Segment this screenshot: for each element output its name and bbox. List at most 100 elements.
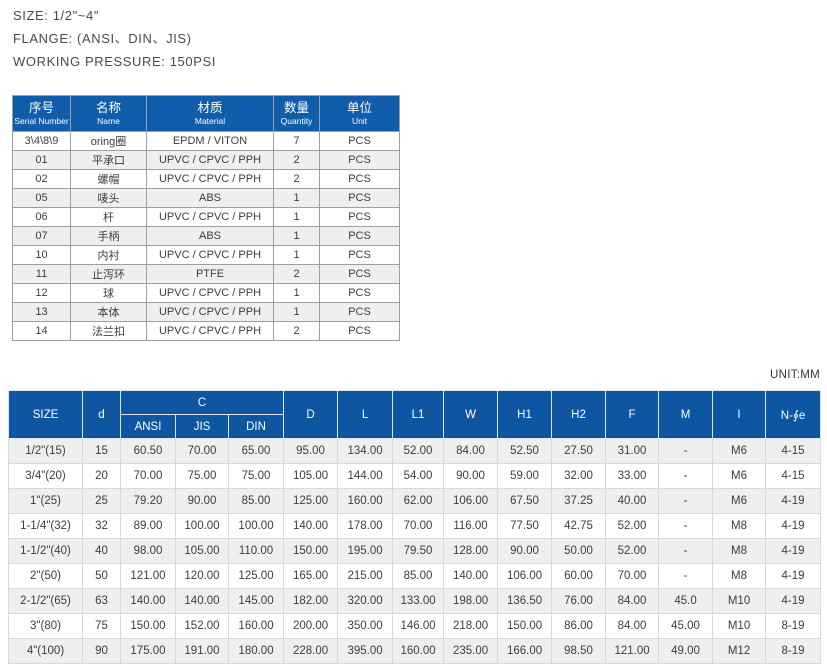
table-cell: 1/2"(15) (8, 438, 83, 464)
table-cell: 84.00 (443, 438, 499, 464)
table-cell: 79.20 (120, 488, 176, 514)
table-cell: 98.00 (120, 538, 176, 564)
table-cell: 215.00 (337, 563, 394, 589)
table-cell: 150.00 (497, 613, 553, 639)
table-cell: 25 (82, 488, 121, 514)
spec-size: SIZE: 1/2"~4" (13, 8, 100, 23)
table-cell: 12 (12, 283, 71, 303)
table-row: 05 唛头 ABS 1 PCS (12, 188, 400, 208)
table-row: 4"(100) 90 175.00 191.00 180.00 228.00 395.00 1… (8, 638, 822, 664)
table-cell: M6 (712, 488, 767, 514)
table-cell: 79.50 (392, 538, 445, 564)
table-cell: 75.00 (227, 463, 285, 489)
table-cell: 98.50 (551, 638, 607, 664)
table-cell: 62.00 (392, 488, 445, 514)
table-cell: 110.00 (227, 538, 285, 564)
table-cell: 218.00 (443, 613, 499, 639)
table-cell: PCS (319, 302, 400, 322)
table-row: 06 杆 UPVC / CPVC / PPH 1 PCS (12, 207, 400, 227)
table-cell: PCS (319, 283, 400, 303)
table-cell: 手柄 (70, 226, 147, 246)
table-cell: EPDM / VITON (146, 131, 274, 151)
table-cell: 90.00 (497, 538, 553, 564)
dim-header-I: I (712, 390, 767, 439)
table-cell: 3"(80) (8, 613, 83, 639)
table-cell: 125.00 (227, 563, 285, 589)
table-cell: 4-15 (765, 438, 822, 464)
table-cell: 70.00 (120, 463, 176, 489)
table-cell: 85.00 (392, 563, 445, 589)
table-cell: 52.50 (497, 438, 553, 464)
table-cell: 160.00 (337, 488, 394, 514)
table-cell: - (658, 488, 714, 514)
table-cell: UPVC / CPVC / PPH (146, 245, 274, 265)
table-cell: 15 (82, 438, 121, 464)
table-cell: 63 (82, 588, 121, 614)
spec-working-pressure: WORKING PRESSURE: 150PSI (13, 54, 216, 69)
table-cell: 70.00 (175, 438, 229, 464)
table-cell: 1 (273, 245, 320, 265)
table-cell: M12 (712, 638, 767, 664)
table-cell: 125.00 (283, 488, 339, 514)
dim-header-M: M (658, 390, 714, 439)
table-cell: 70.00 (605, 563, 660, 589)
table-cell: 3\4\8\9 (12, 131, 71, 151)
table-cell: 121.00 (605, 638, 660, 664)
table-cell: 136.50 (497, 588, 553, 614)
dim-header-D: D (283, 390, 339, 439)
parts-header-name-zh: 名称 (95, 101, 121, 115)
table-row: 12 球 UPVC / CPVC / PPH 1 PCS (12, 283, 400, 303)
table-cell: 228.00 (283, 638, 339, 664)
table-cell: 1 (273, 207, 320, 227)
table-cell: 146.00 (392, 613, 445, 639)
table-cell: 2 (273, 150, 320, 170)
table-cell: 4-19 (765, 588, 822, 614)
table-row: 14 法兰扣 UPVC / CPVC / PPH 2 PCS (12, 321, 400, 341)
table-cell: 180.00 (227, 638, 285, 664)
table-cell: 175.00 (120, 638, 176, 664)
table-cell: 40 (82, 538, 121, 564)
dim-header-d: d (82, 390, 121, 439)
table-cell: UPVC / CPVC / PPH (146, 321, 274, 341)
table-cell: M6 (712, 438, 767, 464)
table-cell: 1"(25) (8, 488, 83, 514)
table-cell: 100.00 (175, 513, 229, 539)
table-cell: 52.00 (392, 438, 445, 464)
table-cell: 3/4"(20) (8, 463, 83, 489)
dim-header-jis: JIS (175, 414, 229, 439)
table-cell: PCS (319, 264, 400, 284)
table-cell: 1-1/2"(40) (8, 538, 83, 564)
table-cell: 160.00 (392, 638, 445, 664)
table-cell: 75 (82, 613, 121, 639)
table-cell: 90.00 (443, 463, 499, 489)
table-cell: 116.00 (443, 513, 499, 539)
parts-header-name: 名称 Name (70, 95, 147, 132)
table-cell: 33.00 (605, 463, 660, 489)
table-row: 07 手柄 ABS 1 PCS (12, 226, 400, 246)
table-cell: UPVC / CPVC / PPH (146, 207, 274, 227)
parts-header-unit-zh: 单位 (346, 101, 372, 115)
parts-header-quantity: 数量 Quantity (273, 95, 320, 132)
table-cell: - (658, 463, 714, 489)
table-cell: 76.00 (551, 588, 607, 614)
table-row: 1"(25) 25 79.20 90.00 85.00 125.00 160.00 62.00… (8, 488, 822, 514)
table-cell: PCS (319, 188, 400, 208)
table-row: 3\4\8\9 oring圈 EPDM / VITON 7 PCS (12, 131, 400, 151)
table-cell: M8 (712, 538, 767, 564)
dim-header-H1: H1 (497, 390, 553, 439)
table-cell: 02 (12, 169, 71, 189)
table-cell: 7 (273, 131, 320, 151)
unit-label: UNIT:MM (769, 369, 820, 381)
table-cell: 105.00 (175, 538, 229, 564)
table-cell: 4"(100) (8, 638, 83, 664)
table-cell: 14 (12, 321, 71, 341)
table-row: 02 螺帽 UPVC / CPVC / PPH 2 PCS (12, 169, 400, 189)
table-cell: 140.00 (443, 563, 499, 589)
table-cell: 1 (273, 226, 320, 246)
table-cell: 止泻环 (70, 264, 147, 284)
dim-table-header-row-1: SIZE d C D L L1 W H1 H2 F M I N-∮e (8, 390, 822, 439)
table-cell: 95.00 (283, 438, 339, 464)
table-cell: 50.00 (551, 538, 607, 564)
table-cell: UPVC / CPVC / PPH (146, 169, 274, 189)
parts-header-unit: 单位 Unit (319, 95, 400, 132)
